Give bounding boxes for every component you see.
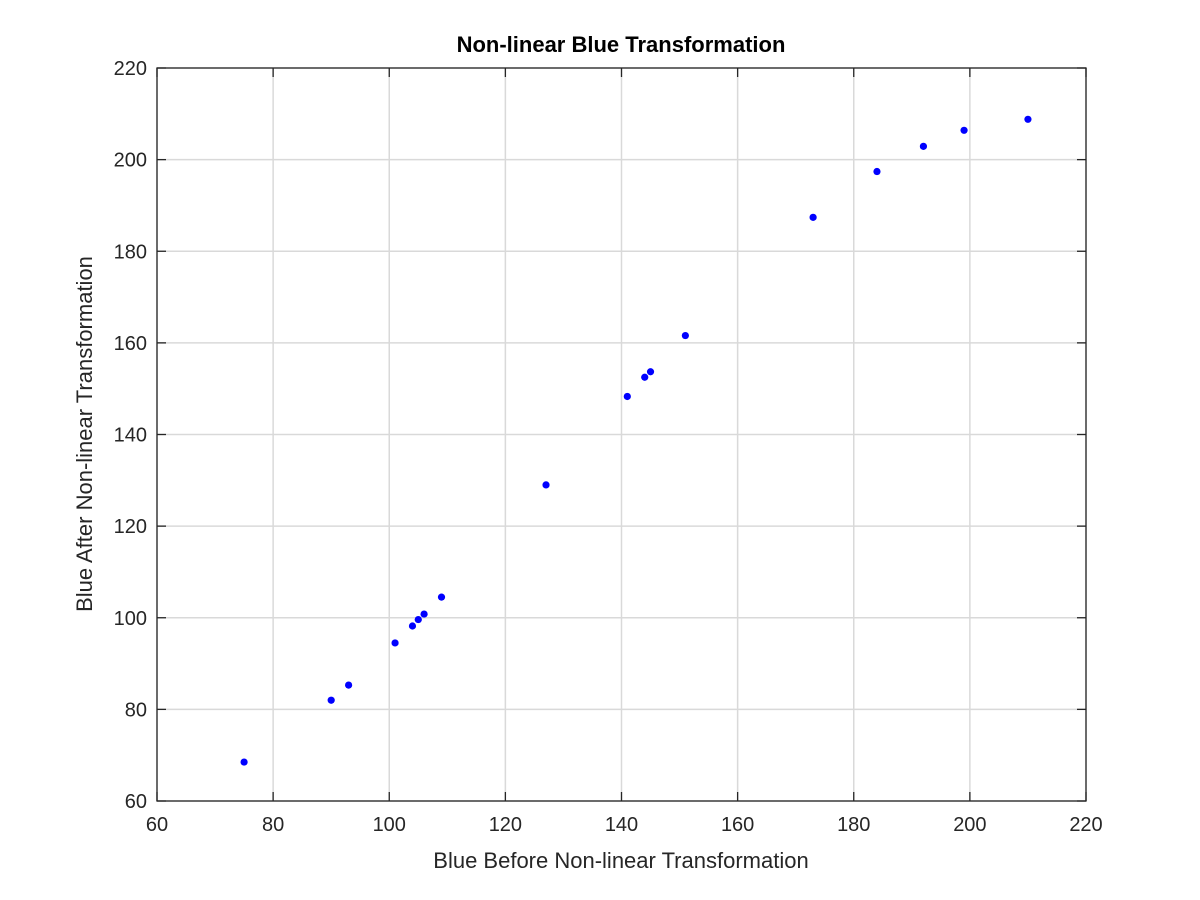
x-axis-label: Blue Before Non-linear Transformation [433, 848, 808, 873]
data-point [420, 610, 428, 618]
data-point [542, 481, 550, 489]
y-tick-label: 180 [114, 241, 147, 263]
data-point [414, 615, 422, 624]
y-tick-label: 200 [114, 150, 147, 172]
data-point [919, 142, 928, 150]
x-tick-label: 180 [837, 814, 870, 836]
data-point [641, 373, 649, 381]
axis-ticks [156, 67, 1087, 802]
data-point [327, 696, 335, 704]
x-tick-label: 140 [605, 814, 638, 836]
data-points [240, 115, 1032, 766]
x-tick-labels: 60 80 100 120 140 160 180 200 220 [146, 814, 1103, 836]
data-point [623, 392, 631, 401]
data-point [437, 593, 446, 601]
x-tick-label: 100 [373, 814, 406, 836]
y-tick-label: 60 [125, 791, 147, 813]
data-point [681, 331, 689, 340]
data-point [873, 167, 881, 176]
y-tick-labels: 60 80 100 120 140 160 180 200 220 [114, 58, 147, 813]
data-point [809, 213, 817, 221]
data-point [1024, 115, 1032, 123]
y-tick-label: 140 [114, 425, 147, 447]
x-tick-label: 60 [146, 814, 168, 836]
y-tick-label: 220 [114, 58, 147, 80]
y-tick-label: 100 [114, 608, 147, 630]
y-axis-label: Blue After Non-linear Transformation [72, 256, 97, 612]
data-point [960, 126, 968, 134]
chart-title: Non-linear Blue Transformation [457, 32, 786, 57]
x-tick-label: 80 [262, 814, 284, 836]
data-point [240, 758, 248, 766]
data-point [391, 639, 399, 647]
data-point [345, 681, 353, 689]
y-tick-label: 160 [114, 333, 147, 355]
x-tick-label: 200 [953, 814, 986, 836]
x-tick-label: 220 [1069, 814, 1102, 836]
y-tick-label: 80 [125, 699, 147, 721]
data-point [408, 622, 417, 630]
y-tick-label: 120 [114, 516, 147, 538]
x-tick-label: 160 [721, 814, 754, 836]
x-tick-label: 120 [489, 814, 522, 836]
data-point [646, 368, 655, 376]
